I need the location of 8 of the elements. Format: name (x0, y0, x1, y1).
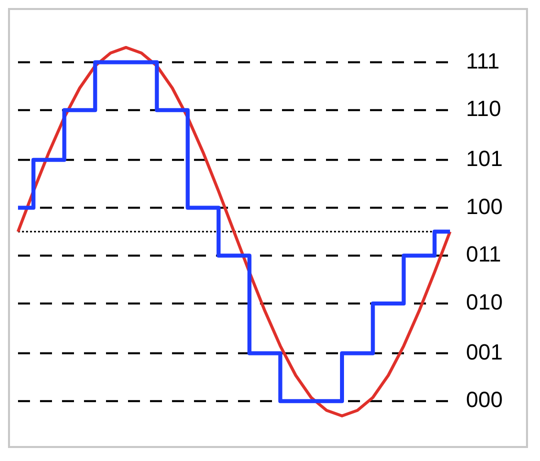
text: 111 (466, 48, 500, 74)
text: 001 (466, 339, 503, 364)
text: 010 (466, 290, 503, 315)
text: 011 (466, 242, 502, 267)
text: 110 (466, 96, 502, 122)
text: 000 (466, 387, 503, 412)
text: 101 (466, 146, 503, 171)
text: 100 (466, 194, 503, 219)
